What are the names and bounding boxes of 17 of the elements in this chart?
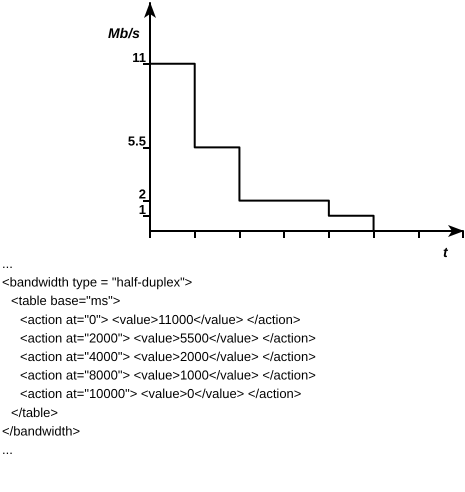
text: <action at="0"> <value>11000</value> </action> (20, 312, 300, 327)
text: <action at="2000"> <value>5500</value> </action> (20, 330, 316, 346)
text: </table> (11, 404, 58, 420)
text: <table base="ms"> (11, 293, 120, 308)
text: <action at="4000"> <value>2000</value> </action> (20, 349, 316, 364)
text: <action at="8000"> <value>1000</value> </action> (20, 368, 316, 383)
y-tick-label: 11 (132, 50, 146, 65)
y-tick-label: 2 (138, 186, 146, 202)
text: <action at="10000"> <value>0</value> </action> (20, 386, 302, 402)
x-axis-title: t (443, 244, 449, 260)
text: <bandwidth type = "half-duplex"> (2, 274, 192, 290)
y-tick-label: 5.5 (128, 133, 146, 148)
y-tick-label: 1 (138, 202, 146, 217)
text: ... (2, 442, 13, 457)
text: ... (2, 256, 13, 271)
text: </bandwidth> (2, 423, 80, 438)
y-axis-title: Mb/s (108, 25, 140, 41)
